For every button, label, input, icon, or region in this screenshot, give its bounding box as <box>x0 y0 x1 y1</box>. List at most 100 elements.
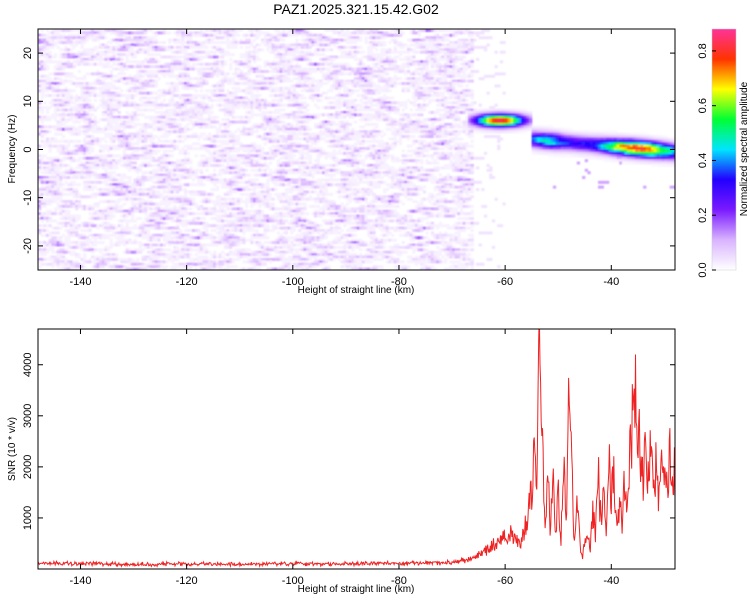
heat-cell <box>173 60 177 64</box>
heat-cell <box>75 82 79 86</box>
heat-cell <box>449 91 453 95</box>
heat-cell <box>462 67 466 71</box>
heat-cell <box>40 60 44 64</box>
heat-cell <box>56 41 60 45</box>
heat-cell <box>64 53 68 57</box>
heat-cell <box>83 48 87 52</box>
heat-cell <box>295 101 299 105</box>
heat-cell <box>460 31 464 35</box>
heat-cell <box>162 72 166 76</box>
heat-cell <box>375 101 379 105</box>
heat-cell <box>213 67 217 71</box>
heat-cell <box>292 94 297 98</box>
heat-cell <box>284 57 289 61</box>
heat-cell <box>170 98 174 102</box>
heat-cell <box>205 74 209 78</box>
heat-cell <box>380 118 384 122</box>
heat-cell <box>428 77 432 81</box>
heat-cell <box>351 84 355 88</box>
heat-cell <box>255 33 259 37</box>
heat-cell <box>383 60 387 64</box>
heat-cell <box>226 33 230 37</box>
heat-cell <box>165 91 169 95</box>
heat-cell <box>72 125 76 129</box>
heat-cell <box>316 48 320 52</box>
heat-cell <box>69 115 74 119</box>
heat-cell <box>356 62 360 66</box>
heat-cell <box>40 125 44 129</box>
heat-cell <box>247 33 251 37</box>
heat-cell <box>306 84 310 88</box>
heat-cell <box>322 62 326 66</box>
heat-cell <box>430 29 435 33</box>
heat-cell <box>465 108 469 112</box>
heat-cell <box>160 31 164 35</box>
heat-cell <box>252 60 257 64</box>
heat-cell <box>144 82 148 86</box>
heat-cell <box>178 72 182 76</box>
heat-cell <box>88 29 92 33</box>
heat-cell <box>152 84 156 88</box>
heat-cell <box>252 55 257 59</box>
heat-cell <box>266 48 270 52</box>
heat-cell <box>335 72 339 76</box>
heat-cell <box>194 84 198 88</box>
heat-cell <box>234 91 238 95</box>
heat-cell <box>199 84 204 88</box>
heat-cell <box>481 108 485 112</box>
heat-cell <box>218 72 222 76</box>
heat-cell <box>372 72 376 76</box>
heat-cell <box>168 31 172 35</box>
heat-cell <box>125 67 129 71</box>
heat-cell <box>165 55 169 59</box>
heat-cell <box>322 77 326 81</box>
heat-cell <box>425 118 429 122</box>
heat-cell <box>369 36 374 40</box>
heat-cell <box>45 106 50 110</box>
heat-cell <box>444 65 448 69</box>
heat-cell <box>75 55 79 59</box>
heat-cell <box>260 77 265 81</box>
heat-cell <box>157 115 161 119</box>
heat-cell <box>178 62 182 66</box>
heat-cell <box>446 65 450 69</box>
heat-cell <box>279 115 283 119</box>
heat-cell <box>380 48 384 52</box>
heat-cell <box>191 122 196 126</box>
heat-cell <box>343 91 347 95</box>
heat-cell <box>144 65 148 69</box>
heat-cell <box>473 31 477 35</box>
heat-cell <box>353 67 358 71</box>
heat-cell <box>359 65 363 69</box>
heat-cell <box>385 122 389 126</box>
heat-cell <box>306 74 310 78</box>
heat-cell <box>202 103 206 107</box>
heat-cell <box>335 86 339 90</box>
heat-cell <box>345 41 350 45</box>
heat-cell <box>154 115 159 119</box>
heat-cell <box>250 106 254 110</box>
heat-cell <box>406 55 411 59</box>
heat-cell <box>454 115 458 119</box>
heat-cell <box>221 82 225 86</box>
heat-cell <box>398 45 403 49</box>
heat-cell <box>507 108 512 112</box>
heat-cell <box>361 31 366 35</box>
heat-cell <box>271 74 275 78</box>
heat-cell <box>329 96 334 100</box>
heat-cell <box>287 115 291 119</box>
heat-cell <box>409 60 413 64</box>
heat-cell <box>83 91 87 95</box>
heat-cell <box>69 98 74 102</box>
heat-cell <box>245 82 249 86</box>
heat-cell <box>40 84 44 88</box>
heat-cell <box>452 53 456 57</box>
heat-cell <box>234 60 238 64</box>
heat-cell <box>199 72 204 76</box>
heat-cell <box>452 108 456 112</box>
heat-cell <box>327 43 331 47</box>
heat-cell <box>383 94 387 98</box>
heat-cell <box>109 122 113 126</box>
heat-cell <box>324 38 328 42</box>
heat-cell <box>306 120 310 124</box>
